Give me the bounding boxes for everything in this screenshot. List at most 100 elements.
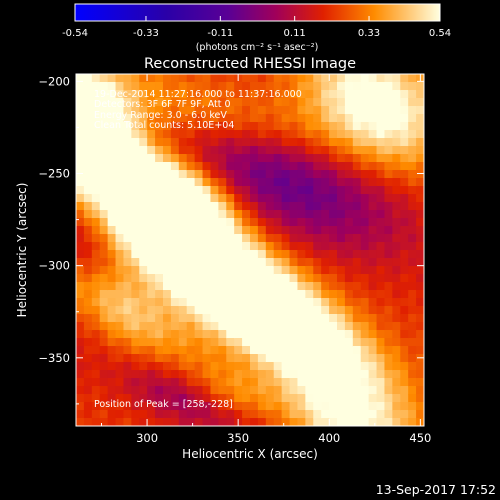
heatmap-cell xyxy=(352,178,362,187)
heatmap-cell xyxy=(289,378,298,387)
heatmap-cell xyxy=(234,346,243,355)
heatmap-cell xyxy=(131,170,140,179)
heatmap-cell xyxy=(210,386,219,395)
heatmap-cell xyxy=(368,234,378,243)
heatmap-cell xyxy=(163,346,172,355)
colorbar-tick-label: 0.54 xyxy=(429,28,451,39)
heatmap-cell xyxy=(234,266,243,275)
heatmap-cell xyxy=(76,122,85,131)
heatmap-cell xyxy=(344,74,354,83)
heatmap-cell xyxy=(123,394,132,403)
heatmap-cell xyxy=(265,202,275,211)
heatmap-cell xyxy=(210,330,219,339)
heatmap-cell xyxy=(242,154,251,163)
heatmap-cell xyxy=(305,218,314,227)
heatmap-cell xyxy=(170,162,180,171)
heatmap-cell xyxy=(194,218,204,227)
heatmap-cell xyxy=(76,306,85,315)
heatmap-cell xyxy=(250,178,259,187)
heatmap-cell xyxy=(368,322,378,331)
heatmap-cell xyxy=(139,354,148,363)
heatmap-cell xyxy=(384,226,393,235)
heatmap-cell xyxy=(313,386,322,395)
heatmap-cell xyxy=(155,122,164,131)
heatmap-cell xyxy=(313,258,322,267)
heatmap-cell xyxy=(265,402,275,411)
heatmap-cell xyxy=(329,282,338,291)
heatmap-cell xyxy=(99,186,109,195)
heatmap-cell xyxy=(202,178,211,187)
heatmap-cell xyxy=(115,218,124,227)
heatmap-cell xyxy=(257,410,267,419)
heatmap-cell xyxy=(83,250,93,259)
heatmap-cell xyxy=(139,194,148,203)
heatmap-cell xyxy=(352,242,362,251)
heatmap-cell xyxy=(76,146,85,155)
heatmap-cell xyxy=(384,186,393,195)
heatmap-cell xyxy=(368,202,378,211)
heatmap-cell xyxy=(305,386,314,395)
heatmap-cell xyxy=(226,410,235,419)
heatmap-cell xyxy=(91,178,101,187)
heatmap-cell xyxy=(202,114,211,123)
heatmap-cell xyxy=(360,330,370,339)
heatmap-cell xyxy=(281,274,291,283)
heatmap-cell xyxy=(273,378,283,387)
heatmap-cell xyxy=(155,162,164,171)
heatmap-cell xyxy=(257,370,267,379)
heatmap-cell xyxy=(352,418,362,427)
heatmap-cell xyxy=(265,258,275,267)
heatmap-cell xyxy=(384,370,393,379)
heatmap-cell xyxy=(352,394,362,403)
heatmap-cell xyxy=(344,210,354,219)
heatmap-cell xyxy=(337,354,346,363)
heatmap-cell xyxy=(321,146,330,155)
heatmap-cell xyxy=(400,394,409,403)
heatmap-cell xyxy=(400,386,409,395)
heatmap-cell xyxy=(194,146,204,155)
heatmap-cell xyxy=(155,178,164,187)
heatmap-cell xyxy=(297,122,306,131)
heatmap-cell xyxy=(329,234,338,243)
heatmap-cell xyxy=(226,106,235,115)
heatmap-cell xyxy=(344,202,354,211)
heatmap-cell xyxy=(400,82,409,91)
heatmap-cell xyxy=(76,130,85,139)
heatmap-cell xyxy=(376,346,385,355)
heatmap-cell xyxy=(147,282,156,291)
heatmap-cell xyxy=(305,178,314,187)
heatmap-cell xyxy=(265,186,275,195)
heatmap-cell xyxy=(368,314,378,323)
heatmap-cell xyxy=(107,218,117,227)
colorbar-ticks: -0.54 -0.33 -0.11 0.11 0.33 0.54 xyxy=(62,16,451,39)
heatmap-cell xyxy=(139,210,148,219)
heatmap-cell xyxy=(147,402,156,411)
heatmap-cell xyxy=(360,242,370,251)
heatmap-cell xyxy=(344,314,354,323)
heatmap-cell xyxy=(352,162,362,171)
heatmap-cell xyxy=(257,186,267,195)
heatmap-cell xyxy=(281,298,291,307)
heatmap-cell xyxy=(202,122,211,131)
heatmap-cell xyxy=(115,402,124,411)
heatmap-cell xyxy=(234,274,243,283)
heatmap-cell xyxy=(352,266,362,275)
heatmap-cell xyxy=(115,354,124,363)
heatmap-cell xyxy=(131,74,140,83)
heatmap-cell xyxy=(384,298,393,307)
heatmap-cell xyxy=(155,138,164,147)
heatmap-cell xyxy=(194,338,204,347)
heatmap-cell xyxy=(329,378,338,387)
heatmap-cell xyxy=(186,122,196,131)
heatmap-cell xyxy=(352,226,362,235)
heatmap-cell xyxy=(250,170,259,179)
heatmap-cell xyxy=(155,370,164,379)
heatmap-cell xyxy=(376,154,385,163)
heatmap-cell xyxy=(178,74,188,83)
y-tick-label: −350 xyxy=(38,351,70,365)
heatmap-cell xyxy=(250,226,259,235)
heatmap-cell xyxy=(408,386,417,395)
heatmap-cell xyxy=(218,162,227,171)
heatmap-cell xyxy=(297,242,306,251)
heatmap-cell xyxy=(352,194,362,203)
